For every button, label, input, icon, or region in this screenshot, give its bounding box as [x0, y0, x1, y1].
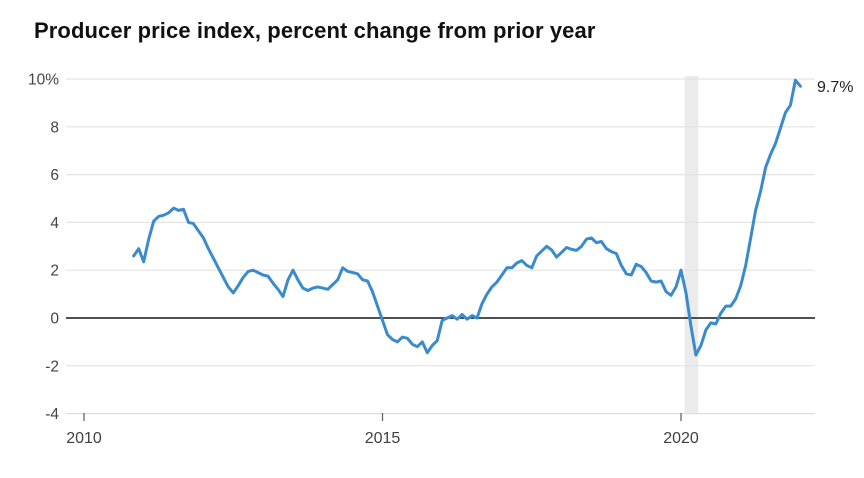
covid-recession-band: [684, 76, 699, 413]
y-axis-tick-label: -2: [45, 358, 59, 375]
y-axis-tick-label: 4: [50, 215, 59, 232]
chart-title: Producer price index, percent change fro…: [34, 18, 596, 43]
ppi-data-line: [132, 78, 802, 357]
y-axis-tick-label: 10%: [28, 72, 59, 89]
x-axis-tick-label: 2010: [66, 430, 102, 447]
y-axis-tick-label: 0: [50, 311, 59, 328]
latest-value-label: 9.7%: [817, 79, 853, 96]
x-axis-tick-label: 2020: [663, 430, 699, 447]
y-axis-tick-label: 6: [50, 167, 59, 184]
y-axis-tick-label: -4: [45, 406, 59, 423]
y-axis-tick-label: 8: [50, 119, 59, 136]
x-axis-tick-label: 2015: [365, 430, 401, 447]
y-axis-tick-label: 2: [50, 263, 59, 280]
